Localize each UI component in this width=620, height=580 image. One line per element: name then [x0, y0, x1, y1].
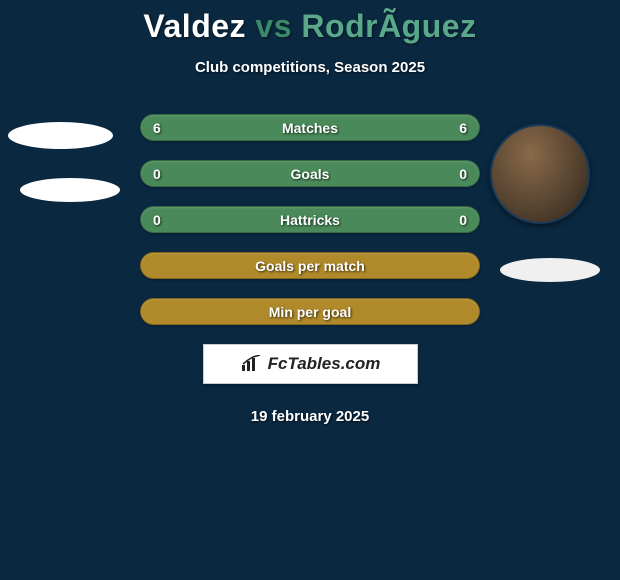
stat-left-value: 6 [153, 120, 161, 136]
player2-avatar [490, 124, 590, 224]
stat-bar-goals: 0 Goals 0 [140, 160, 480, 187]
stat-bar-hattricks: 0 Hattricks 0 [140, 206, 480, 233]
stat-label: Matches [282, 120, 338, 136]
chart-icon [240, 355, 264, 373]
stat-right-value: 6 [459, 120, 467, 136]
stat-right-value: 0 [459, 166, 467, 182]
stat-label: Min per goal [269, 304, 351, 320]
stat-bar-goals-per-match: Goals per match [140, 252, 480, 279]
stat-left-value: 0 [153, 166, 161, 182]
player1-avatar-placeholder [8, 122, 113, 149]
stat-label: Goals per match [255, 258, 365, 274]
stat-left-value: 0 [153, 212, 161, 228]
stat-label: Goals [291, 166, 330, 182]
vs-label: vs [255, 8, 292, 44]
player2-flag-placeholder [500, 258, 600, 282]
stat-right-value: 0 [459, 212, 467, 228]
player2-name: RodrÃ­guez [301, 8, 476, 44]
player1-flag-placeholder [20, 178, 120, 202]
comparison-card: Valdez vs RodrÃ­guez Club competitions, … [0, 0, 620, 580]
player1-name: Valdez [143, 8, 246, 44]
subtitle: Club competitions, Season 2025 [0, 59, 620, 76]
stat-bar-min-per-goal: Min per goal [140, 298, 480, 325]
brand-box[interactable]: FcTables.com [203, 344, 418, 384]
brand-text: FcTables.com [268, 354, 381, 374]
stat-bar-matches: 6 Matches 6 [140, 114, 480, 141]
stat-label: Hattricks [280, 212, 340, 228]
date-label: 19 february 2025 [0, 408, 620, 425]
page-title: Valdez vs RodrÃ­guez [0, 8, 620, 45]
